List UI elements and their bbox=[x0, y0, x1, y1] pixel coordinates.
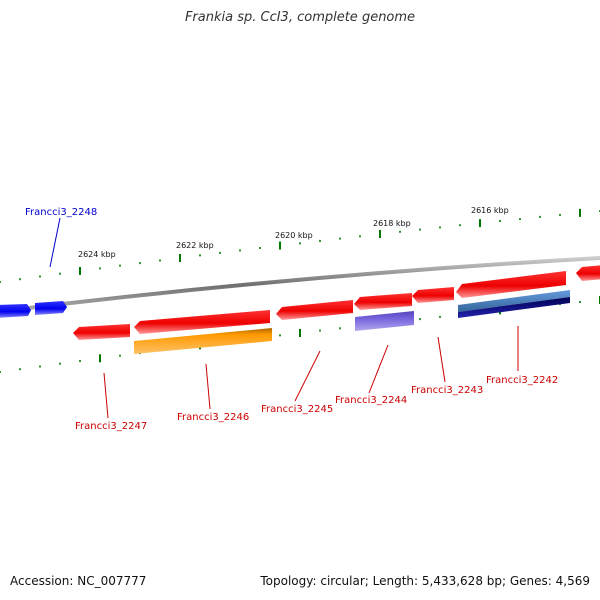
leader-line bbox=[49, 217, 61, 268]
leader-line bbox=[368, 344, 389, 394]
feature-bars bbox=[134, 290, 570, 354]
gene-arrow-2247[interactable] bbox=[73, 324, 130, 340]
feature-orange[interactable] bbox=[134, 328, 272, 354]
leader-line bbox=[103, 372, 109, 419]
scale-label: 2622 kbp bbox=[176, 241, 214, 250]
gene-arrow-2245[interactable] bbox=[276, 300, 353, 320]
leader-line bbox=[294, 350, 321, 402]
gene-label[interactable]: Francci3_2242 bbox=[486, 375, 558, 386]
scale-label: 2620 kbp bbox=[275, 231, 313, 240]
genome-title: Frankia sp. CcI3, complete genome bbox=[184, 10, 416, 25]
gene-label[interactable]: Francci3_2246 bbox=[177, 412, 249, 423]
feature-navy[interactable] bbox=[458, 297, 570, 318]
forward-genes bbox=[0, 301, 67, 318]
gene-label[interactable]: Francci3_2243 bbox=[411, 385, 483, 396]
outer-tick-ring bbox=[0, 208, 600, 283]
scale-label: 2618 kbp bbox=[373, 219, 411, 228]
leader-line bbox=[437, 336, 446, 383]
gene-arrow-2248[interactable] bbox=[35, 301, 67, 315]
gene-arrow-forward[interactable] bbox=[0, 304, 31, 318]
feature-steelblue[interactable] bbox=[458, 290, 570, 312]
gene-labels: Francci3_2248 Francci3_2247 Francci3_224… bbox=[25, 207, 558, 432]
reverse-genes bbox=[73, 265, 600, 340]
gene-arrow-2243[interactable] bbox=[412, 287, 454, 303]
scale-label: 2616 kbp bbox=[471, 206, 509, 215]
gene-label[interactable]: Francci3_2247 bbox=[75, 421, 147, 432]
feature-purple[interactable] bbox=[355, 311, 414, 331]
leader-line bbox=[205, 363, 211, 410]
accession-text: Accession: NC_007777 bbox=[10, 574, 147, 588]
gene-label[interactable]: Francci3_2248 bbox=[25, 207, 97, 218]
gene-label[interactable]: Francci3_2245 bbox=[261, 404, 333, 415]
scale-labels: 2624 kbp 2622 kbp 2620 kbp 2618 kbp 2616… bbox=[78, 206, 509, 259]
gene-arrow-2244[interactable] bbox=[354, 293, 412, 310]
scale-label: 2624 kbp bbox=[78, 250, 116, 259]
gene-arrow-next[interactable] bbox=[576, 265, 600, 281]
gene-arrow-2246[interactable] bbox=[134, 310, 270, 334]
topology-summary: Topology: circular; Length: 5,433,628 bp… bbox=[260, 574, 590, 588]
gene-arrow-2242[interactable] bbox=[456, 271, 566, 298]
gene-label[interactable]: Francci3_2244 bbox=[335, 395, 407, 406]
genome-backbone bbox=[0, 256, 600, 314]
